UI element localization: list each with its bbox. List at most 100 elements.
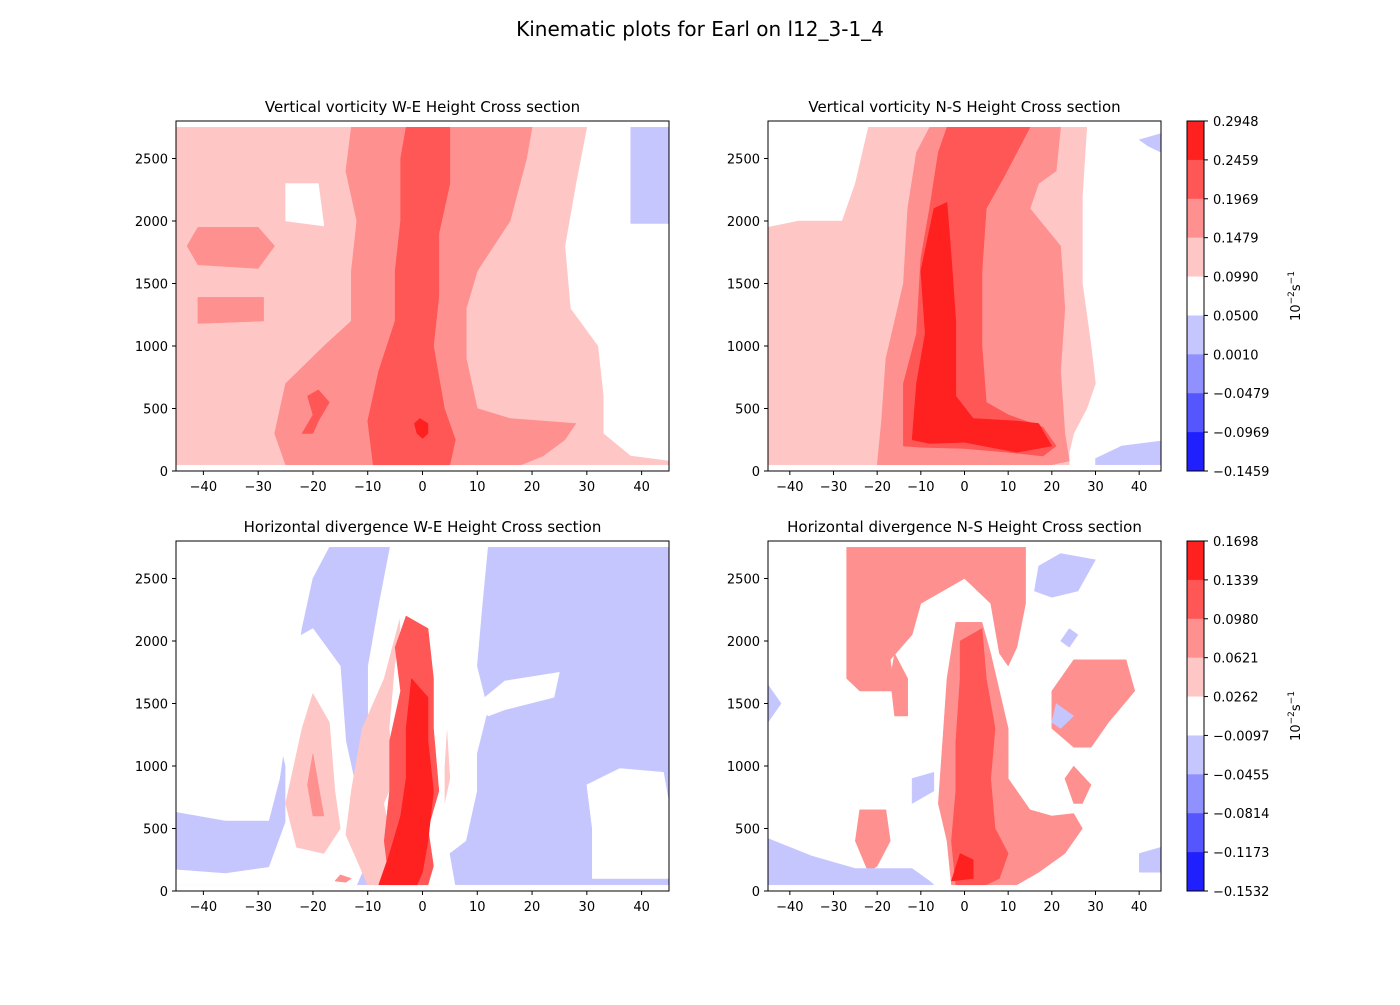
colorbar-tick-label: −0.1173 bbox=[1213, 846, 1269, 861]
colorbar-swatch-level-3 bbox=[1187, 315, 1204, 355]
x-tick-label: −30 bbox=[820, 480, 847, 495]
colorbar-swatch-level-6 bbox=[1187, 618, 1204, 659]
colorbar-divergence: 0.1698 0.1339 0.0980 0.0621 0.0262 −0.0097 −0.… bbox=[1186, 535, 1304, 900]
contour-region-level-6 bbox=[186, 227, 275, 269]
y-tick-label: 2500 bbox=[727, 573, 760, 588]
contour-region-level-6 bbox=[334, 874, 352, 883]
contour-region-level-3 bbox=[1034, 553, 1096, 598]
colorbar-tick-label: −0.1532 bbox=[1213, 885, 1269, 900]
colorbar-tick-label: 0.0500 bbox=[1213, 309, 1259, 324]
x-tick-label: −30 bbox=[244, 480, 271, 495]
x-tick-label: 30 bbox=[579, 480, 596, 495]
x-tick-label: 30 bbox=[579, 900, 596, 915]
colorbar-swatch-level-8 bbox=[1187, 541, 1204, 581]
x-tick-label: 10 bbox=[1000, 480, 1017, 495]
colorbar-tick-label: 0.2459 bbox=[1213, 154, 1259, 169]
y-tick-label: 0 bbox=[160, 465, 168, 480]
contour-region-level-6 bbox=[1064, 765, 1092, 804]
y-tick-label: 1000 bbox=[727, 340, 760, 355]
colorbar-swatch-level-5 bbox=[1187, 657, 1204, 698]
contour-region-level-3 bbox=[630, 127, 669, 224]
panel-title: Horizontal divergence N-S Height Cross s… bbox=[787, 518, 1142, 536]
contour-region-level-3 bbox=[1051, 703, 1074, 729]
contour-region-level-4 bbox=[477, 672, 560, 717]
x-tick-label: 0 bbox=[960, 480, 968, 495]
contour-region-level-8 bbox=[414, 418, 429, 439]
contour-region-level-8 bbox=[911, 202, 1053, 453]
colorbar-tick-label: 0.1479 bbox=[1213, 232, 1259, 247]
colorbar-swatch-level-6 bbox=[1187, 198, 1204, 239]
panels-group: Vertical vorticity W-E Height Cross sect… bbox=[135, 98, 1162, 915]
y-tick-label: 0 bbox=[752, 885, 760, 900]
x-tick-label: −40 bbox=[190, 480, 217, 495]
y-tick-label: 500 bbox=[735, 823, 760, 838]
contour-region-level-3 bbox=[1138, 133, 1161, 153]
x-tick-label: −20 bbox=[299, 900, 326, 915]
x-tick-label: −20 bbox=[863, 900, 890, 915]
x-tick-label: 10 bbox=[469, 480, 486, 495]
y-tick-label: 2500 bbox=[135, 573, 168, 588]
contour-region-level-7 bbox=[301, 389, 330, 434]
x-tick-label: −10 bbox=[907, 900, 934, 915]
y-tick-label: 2000 bbox=[135, 635, 168, 650]
colorbar-tick-label: 0.0990 bbox=[1213, 271, 1259, 286]
colorbar-tick-label: 0.1969 bbox=[1213, 193, 1259, 208]
x-tick-label: −20 bbox=[863, 480, 890, 495]
y-tick-label: 2000 bbox=[135, 215, 168, 230]
colorbar-tick-label: −0.0455 bbox=[1213, 768, 1269, 783]
x-tick-label: −30 bbox=[244, 900, 271, 915]
colorbar-swatch-level-7 bbox=[1187, 579, 1204, 620]
colorbar-swatch-level-1 bbox=[1187, 393, 1204, 433]
x-tick-label: 0 bbox=[418, 480, 426, 495]
colorbar-tick-label: 0.1698 bbox=[1213, 535, 1259, 550]
contour-region-level-6 bbox=[994, 277, 1022, 328]
y-tick-label: 1500 bbox=[135, 698, 168, 713]
colorbar-swatch-level-8 bbox=[1187, 121, 1204, 161]
y-tick-label: 500 bbox=[143, 403, 168, 418]
y-tick-label: 1500 bbox=[727, 278, 760, 293]
x-tick-label: 0 bbox=[960, 900, 968, 915]
contour-region-level-7 bbox=[951, 628, 1009, 886]
x-tick-label: −10 bbox=[354, 480, 381, 495]
x-tick-label: 30 bbox=[1087, 900, 1104, 915]
contour-fill-area bbox=[176, 547, 669, 886]
x-tick-label: −10 bbox=[907, 480, 934, 495]
y-tick-label: 1500 bbox=[135, 278, 168, 293]
y-tick-label: 2000 bbox=[727, 215, 760, 230]
y-tick-label: 0 bbox=[160, 885, 168, 900]
contour-region-level-3 bbox=[1138, 847, 1161, 873]
contour-region-level-3 bbox=[768, 684, 782, 723]
colorbar-tick-label: −0.0814 bbox=[1213, 807, 1269, 822]
colorbar-swatch-level-3 bbox=[1187, 735, 1204, 775]
y-tick-label: 0 bbox=[752, 465, 760, 480]
colorbar-label: 10−2s−1 bbox=[1287, 691, 1304, 741]
y-tick-label: 1000 bbox=[135, 340, 168, 355]
panel-3: Horizontal divergence W-E Height Cross s… bbox=[135, 518, 670, 915]
x-tick-label: 0 bbox=[418, 900, 426, 915]
contour-region-level-6 bbox=[307, 753, 325, 817]
x-tick-label: 40 bbox=[1131, 480, 1148, 495]
x-tick-label: 20 bbox=[1044, 480, 1061, 495]
contour-region-level-3 bbox=[768, 838, 935, 886]
contour-region-level-5 bbox=[285, 183, 325, 227]
panel-title: Vertical vorticity N-S Height Cross sect… bbox=[808, 98, 1120, 116]
colorbar-swatch-level-7 bbox=[1187, 159, 1204, 200]
contour-region-level-7 bbox=[367, 127, 456, 466]
colorbar-frame bbox=[1186, 540, 1205, 892]
colorbars-group: 0.2948 0.2459 0.1969 0.1479 0.0990 0.0500 0.00… bbox=[1186, 115, 1304, 900]
x-tick-label: 10 bbox=[469, 900, 486, 915]
y-tick-label: 1500 bbox=[727, 698, 760, 713]
x-tick-label: 20 bbox=[524, 900, 541, 915]
contour-region-level-8 bbox=[951, 853, 974, 882]
panel-title: Horizontal divergence W-E Height Cross s… bbox=[244, 518, 602, 536]
colorbar-swatch-level-0 bbox=[1187, 852, 1204, 892]
contour-region-level-3 bbox=[1095, 440, 1161, 466]
contour-region-level-3 bbox=[911, 772, 935, 804]
colorbar-tick-label: 0.0262 bbox=[1213, 691, 1259, 706]
contour-fill-area bbox=[176, 127, 669, 466]
y-tick-label: 500 bbox=[143, 823, 168, 838]
colorbar-tick-label: 0.1339 bbox=[1213, 574, 1259, 589]
contour-fill-area bbox=[768, 547, 1161, 886]
x-tick-label: 20 bbox=[524, 480, 541, 495]
